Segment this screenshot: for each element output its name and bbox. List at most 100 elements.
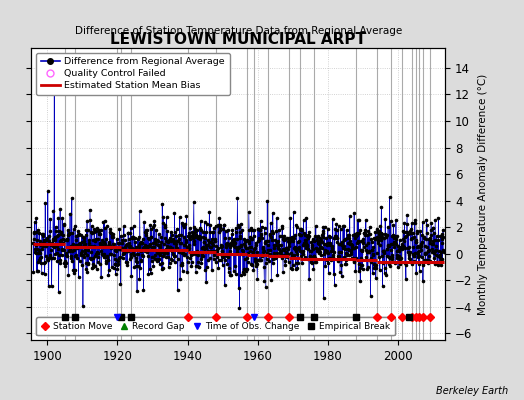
Point — [290, 245, 298, 252]
Point — [374, 237, 382, 244]
Point — [308, 242, 316, 248]
Point — [185, 244, 193, 251]
Point — [284, 251, 292, 257]
Point — [233, 249, 241, 256]
Point — [291, 244, 300, 250]
Point — [108, 264, 116, 270]
Point — [183, 258, 192, 265]
Point — [29, 236, 38, 242]
Point — [152, 227, 160, 233]
Point — [415, 248, 423, 254]
Point — [78, 262, 86, 268]
Point — [406, 249, 414, 255]
Point — [219, 254, 227, 260]
Point — [299, 248, 307, 254]
Point — [107, 230, 115, 236]
Point — [64, 272, 72, 278]
Point — [337, 249, 345, 256]
Point — [64, 232, 72, 238]
Point — [299, 242, 308, 248]
Point — [283, 246, 292, 252]
Point — [40, 271, 49, 277]
Point — [32, 228, 40, 235]
Point — [347, 255, 356, 261]
Point — [382, 272, 390, 278]
Point — [247, 235, 255, 241]
Point — [103, 223, 111, 229]
Point — [416, 244, 424, 250]
Point — [180, 234, 188, 240]
Point — [394, 243, 402, 249]
Point — [305, 228, 313, 235]
Point — [237, 251, 246, 257]
Point — [30, 219, 39, 225]
Point — [420, 257, 428, 263]
Point — [380, 234, 388, 241]
Point — [418, 239, 427, 245]
Point — [99, 238, 107, 245]
Point — [39, 231, 47, 238]
Point — [144, 235, 152, 241]
Point — [47, 247, 55, 253]
Point — [92, 236, 100, 242]
Point — [422, 216, 431, 223]
Point — [88, 229, 96, 236]
Point — [139, 252, 147, 259]
Point — [170, 238, 178, 244]
Point — [191, 226, 199, 232]
Point — [424, 256, 433, 263]
Point — [168, 245, 177, 251]
Point — [62, 236, 71, 242]
Point — [95, 261, 104, 268]
Point — [429, 225, 438, 231]
Point — [81, 249, 90, 256]
Point — [92, 228, 101, 234]
Point — [39, 232, 48, 239]
Point — [334, 256, 342, 262]
Point — [317, 244, 325, 250]
Point — [119, 251, 127, 258]
Point — [104, 272, 113, 278]
Point — [297, 227, 305, 233]
Point — [209, 248, 217, 254]
Point — [168, 247, 177, 254]
Point — [361, 232, 369, 238]
Point — [187, 250, 195, 257]
Point — [396, 261, 404, 267]
Point — [434, 215, 443, 221]
Point — [261, 284, 270, 290]
Point — [49, 255, 58, 261]
Point — [315, 238, 324, 244]
Point — [250, 226, 258, 233]
Point — [318, 245, 326, 252]
Point — [43, 234, 51, 241]
Point — [213, 254, 222, 261]
Point — [245, 209, 253, 215]
Point — [129, 234, 137, 241]
Point — [37, 242, 45, 248]
Point — [219, 248, 227, 254]
Point — [166, 244, 174, 250]
Point — [193, 259, 202, 265]
Point — [125, 240, 133, 246]
Point — [144, 242, 152, 249]
Point — [234, 244, 242, 251]
Point — [276, 250, 285, 256]
Point — [305, 248, 314, 254]
Point — [222, 228, 230, 234]
Point — [321, 247, 330, 253]
Point — [93, 259, 102, 265]
Point — [127, 251, 136, 258]
Point — [354, 238, 362, 244]
Point — [30, 230, 39, 236]
Point — [258, 224, 266, 230]
Point — [225, 265, 234, 272]
Point — [69, 244, 77, 250]
Point — [264, 242, 272, 248]
Point — [351, 234, 359, 241]
Point — [135, 243, 143, 250]
Point — [307, 254, 315, 260]
Point — [147, 253, 156, 260]
Point — [126, 255, 134, 262]
Point — [269, 256, 277, 262]
